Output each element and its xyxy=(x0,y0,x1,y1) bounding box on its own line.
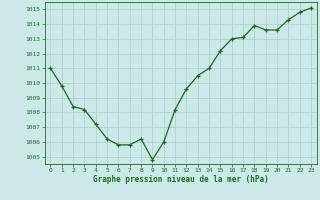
X-axis label: Graphe pression niveau de la mer (hPa): Graphe pression niveau de la mer (hPa) xyxy=(93,175,269,184)
